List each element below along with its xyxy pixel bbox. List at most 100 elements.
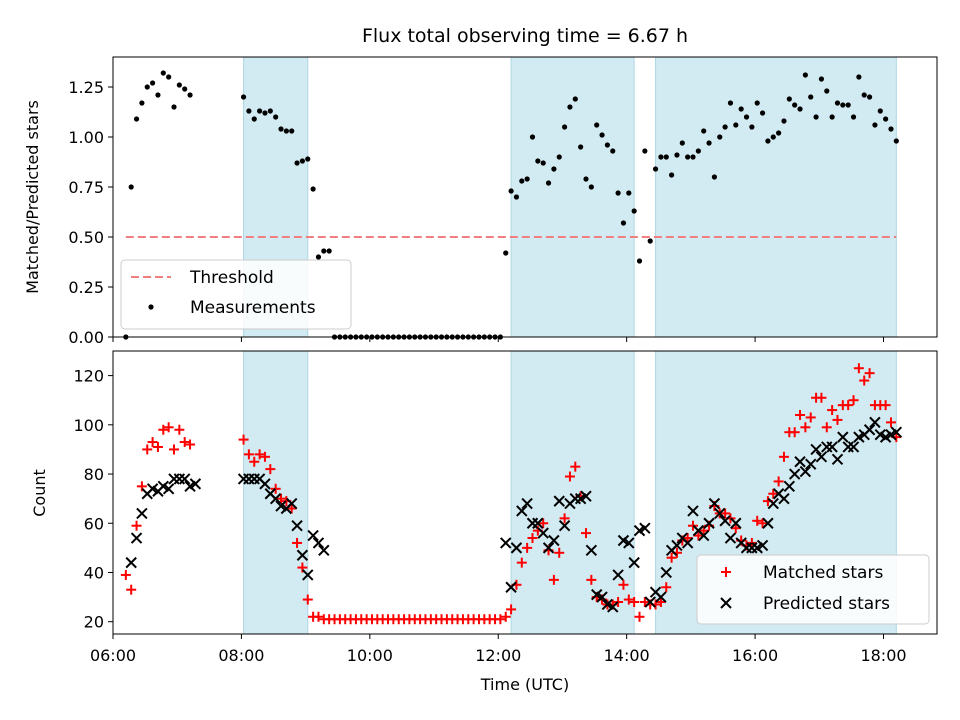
x-tick-label: 10:00 — [347, 646, 393, 665]
legend-measurement-swatch — [148, 304, 154, 310]
matched-star-point — [136, 481, 147, 492]
predicted-star-point — [162, 483, 175, 495]
measurement-point — [722, 124, 728, 130]
predicted-star-point — [805, 458, 817, 470]
matched-star-point — [805, 412, 816, 423]
predicted-star-point — [286, 497, 298, 510]
measurement-point — [519, 178, 525, 184]
matched-star-point — [768, 488, 779, 499]
matched-star-point — [885, 417, 896, 428]
measurement-point — [583, 176, 589, 182]
legend-matched-label: Matched stars — [763, 563, 883, 583]
measurement-point — [310, 186, 316, 192]
measurement-point — [535, 158, 541, 164]
measurement-point — [503, 250, 509, 256]
predicted-star-point — [708, 497, 721, 510]
matched-star-point — [859, 375, 870, 386]
measurement-point — [240, 94, 247, 100]
legend-threshold-label: Threshold — [189, 268, 274, 288]
measurement-point — [642, 148, 648, 154]
measurement-point — [829, 114, 835, 120]
legend-measurement-label: Measurements — [190, 298, 316, 318]
measurement-point — [711, 174, 718, 180]
y-tick-label: 0.00 — [68, 328, 104, 347]
matched-star-point — [800, 422, 811, 433]
matched-star-point — [564, 471, 575, 482]
matched-star-point — [522, 542, 533, 553]
matched-star-point — [276, 493, 287, 504]
matched-star-point — [832, 414, 843, 425]
measurement-point — [658, 154, 664, 160]
predicted-star-point — [558, 520, 571, 532]
measurement-point — [160, 70, 166, 76]
matched-star-point — [720, 508, 731, 519]
y-tick-label: 0.50 — [68, 228, 104, 247]
measurement-point — [508, 188, 514, 194]
measurement-point — [754, 100, 760, 106]
measurement-point — [262, 110, 268, 116]
bottom-y-ticks: 20 40 60 80 100 120 — [73, 367, 113, 632]
y-tick-label: 40 — [84, 563, 104, 582]
predicted-star-point — [318, 544, 330, 557]
measurement-point — [802, 72, 808, 78]
measurement-point — [765, 138, 771, 144]
measurement-point — [636, 258, 643, 264]
measurement-point — [187, 92, 193, 98]
measurement-point — [701, 128, 707, 134]
measurement-point — [845, 102, 851, 108]
matched-star-point — [634, 611, 645, 622]
matched-star-point — [570, 461, 581, 472]
matched-star-point — [270, 483, 281, 494]
predicted-star-point — [189, 478, 202, 490]
measurement-point — [561, 124, 568, 130]
matched-star-point — [126, 584, 137, 595]
predicted-star-point — [291, 520, 303, 532]
matched-star-point — [661, 582, 672, 593]
x-tick-label: 08:00 — [218, 646, 264, 665]
matched-star-point — [302, 594, 313, 605]
matched-star-point — [163, 422, 174, 433]
x-tick-label: 12:00 — [475, 646, 521, 665]
measurement-point — [321, 248, 327, 254]
matched-star-point — [757, 518, 768, 529]
measurement-point — [182, 86, 188, 92]
measurement-point — [599, 132, 605, 138]
matched-star-point — [286, 503, 297, 514]
measurement-point — [893, 138, 899, 144]
predicted-star-point — [778, 492, 790, 505]
predicted-star-point — [681, 537, 694, 549]
matched-star-point — [816, 392, 827, 403]
measurement-point — [706, 140, 712, 146]
matched-star-point — [243, 449, 254, 460]
measurement-point — [813, 114, 819, 120]
x-tick-label: 18:00 — [860, 646, 906, 665]
predicted-star-point — [703, 517, 715, 529]
measurement-point — [267, 108, 273, 114]
measurement-point — [776, 130, 782, 136]
measurement-point — [856, 74, 862, 80]
predicted-star-point — [607, 601, 619, 613]
measurement-point — [808, 94, 814, 100]
measurement-point — [669, 172, 675, 178]
matched-star-point — [265, 464, 276, 475]
measurement-point — [834, 100, 841, 106]
measurement-point — [866, 94, 873, 100]
measurement-point — [743, 114, 750, 120]
measurement-point — [273, 114, 279, 120]
predicted-star-point — [623, 537, 635, 549]
measurement-point — [278, 126, 284, 132]
measurement-point — [139, 100, 145, 106]
predicted-star-point — [542, 542, 555, 554]
matched-star-point — [730, 523, 741, 534]
predicted-star-point — [612, 569, 624, 581]
matched-star-point — [682, 533, 693, 544]
measurement-point — [797, 106, 803, 112]
matched-star-point — [655, 597, 666, 608]
y-tick-label: 1.00 — [68, 128, 104, 147]
measurement-point — [315, 254, 322, 260]
measurement-point — [166, 74, 172, 80]
x-axis-label: Time (UTC) — [480, 675, 569, 694]
measurement-point — [294, 160, 300, 166]
measurement-point — [556, 154, 562, 160]
matched-star-point — [827, 405, 838, 416]
